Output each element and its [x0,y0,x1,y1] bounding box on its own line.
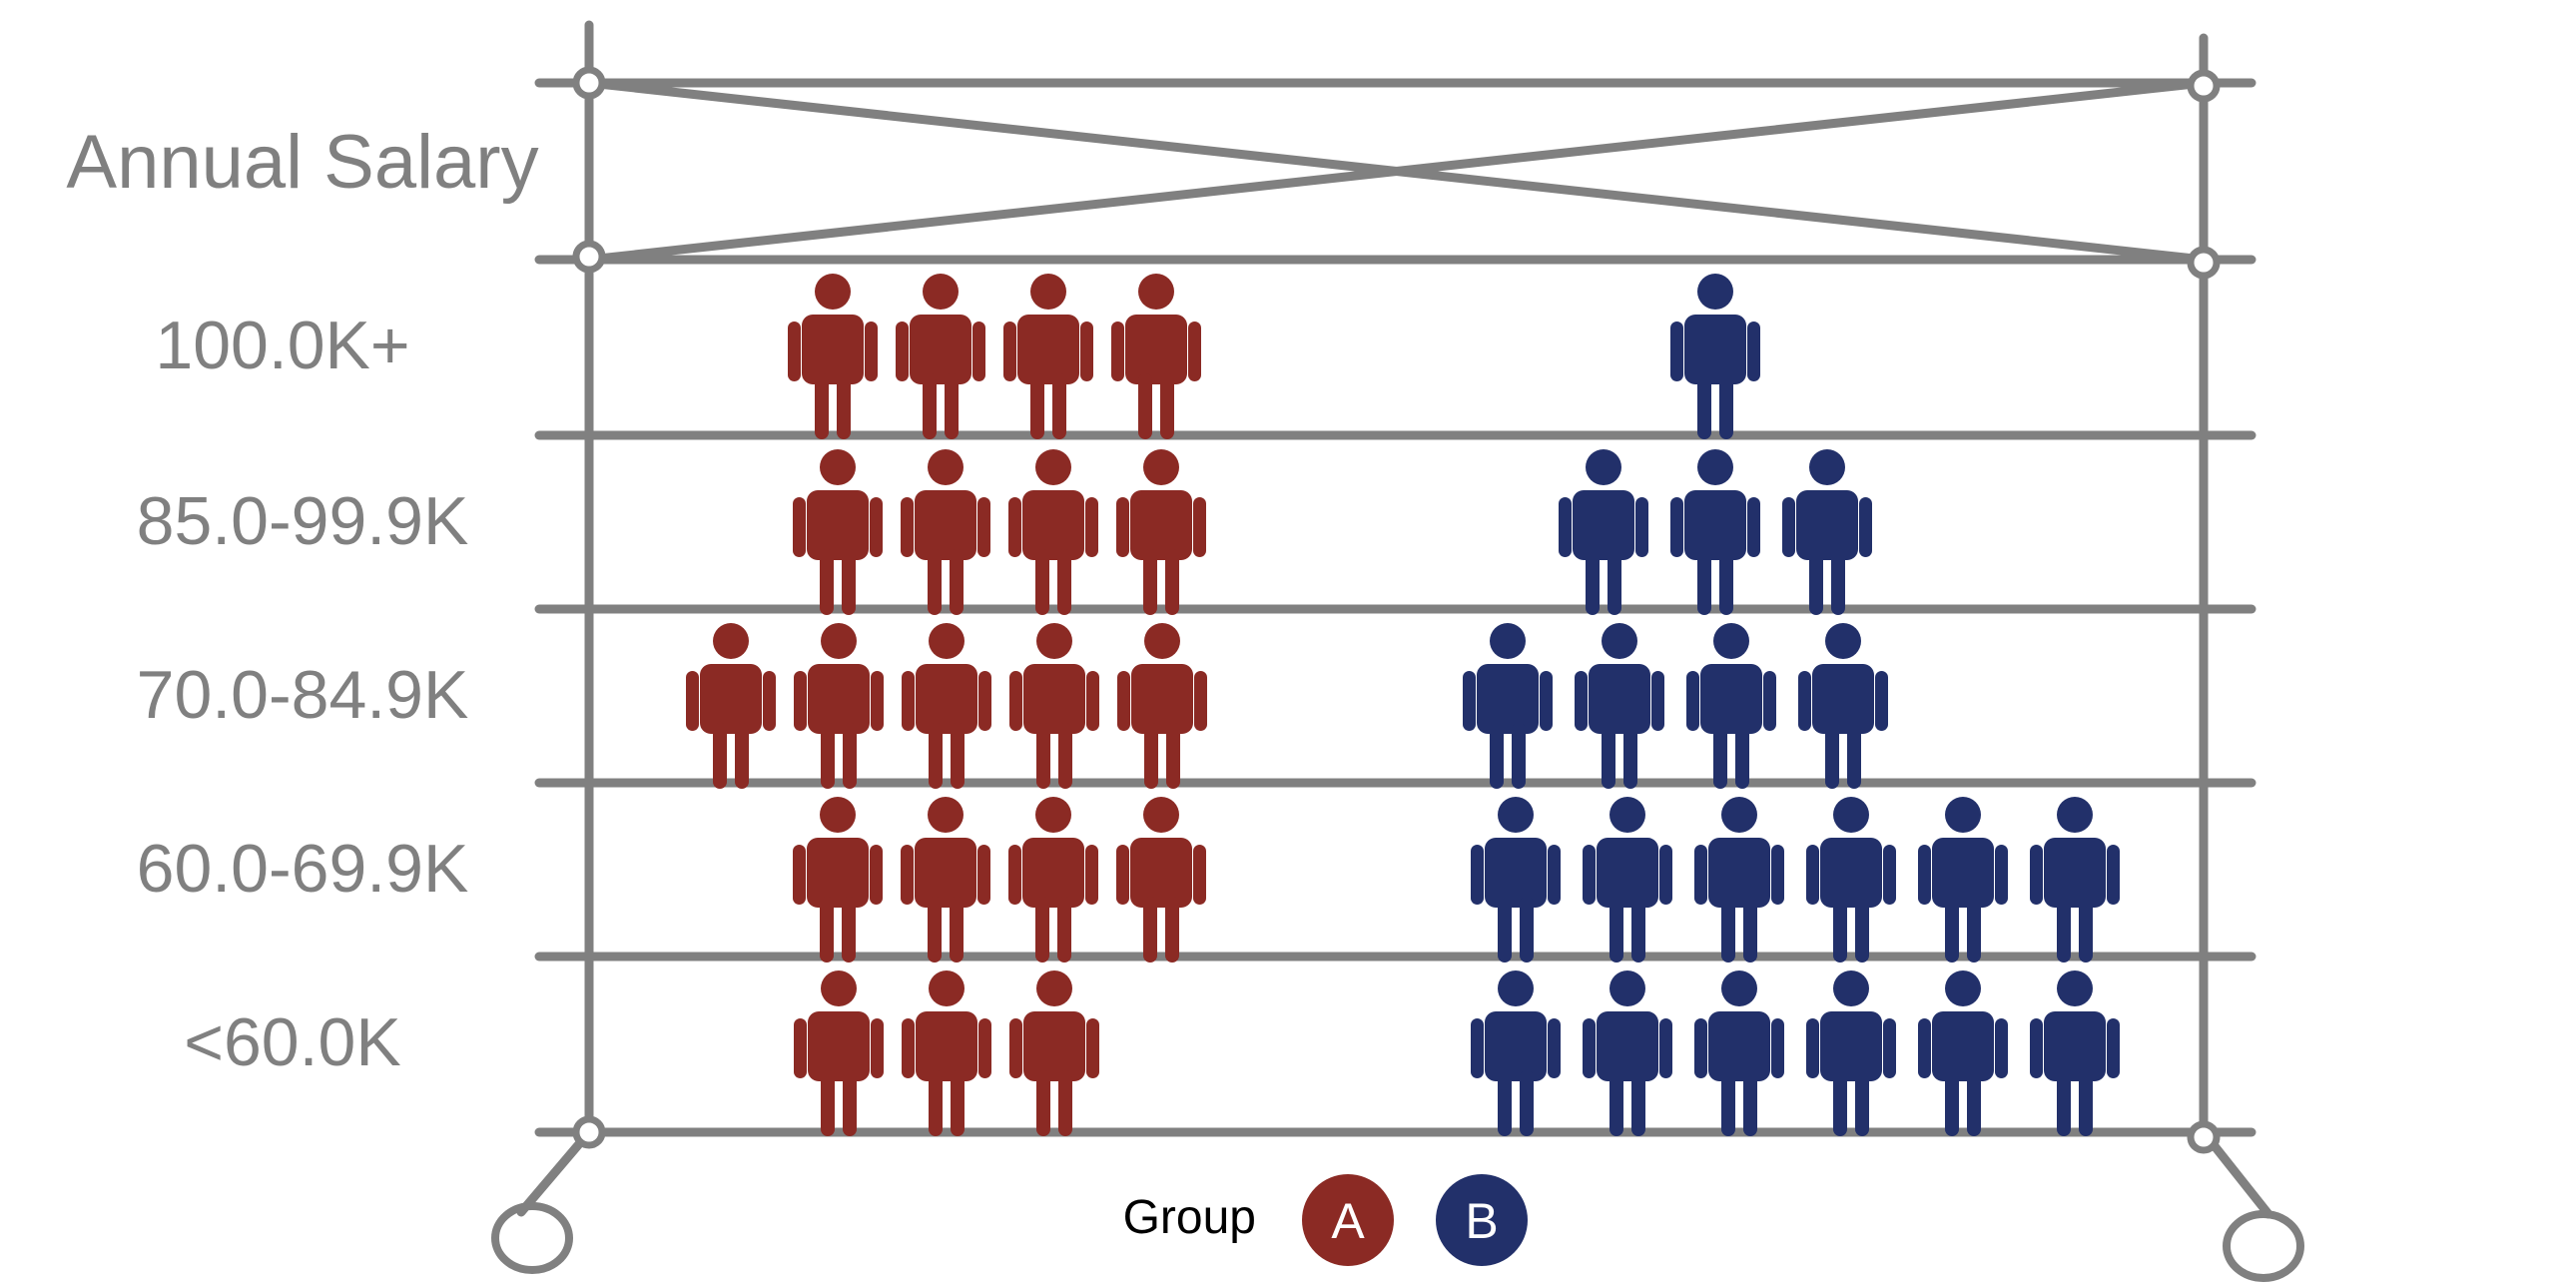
row-label: 60.0-69.9K [137,831,469,907]
person-icon-group-a [901,797,990,963]
person-icon-group-b [1583,970,1672,1136]
legend: Group A B [1123,1174,1528,1266]
person-icon-group-a [1116,449,1206,615]
person-icon-group-a [793,797,883,963]
frame-joint [2187,1120,2221,1154]
person-icon-group-a [902,623,991,789]
person-icon-group-b [1806,970,1896,1136]
person-icon-group-a [686,623,776,789]
person-icon-group-b [1575,623,1664,789]
row-label: 85.0-99.9K [137,483,469,559]
person-icon-group-a [901,449,990,615]
legend-label-b: B [1465,1193,1498,1249]
wheel-right [2223,1210,2304,1282]
frame-leg-left [516,1127,594,1217]
frame-joint [572,1115,606,1149]
person-icon-group-b [1918,970,2008,1136]
legend-label-a: A [1331,1193,1365,1249]
frame-joint [2187,246,2221,280]
frame-joint [572,240,606,274]
person-icon-group-b [2030,970,2120,1136]
person-icon-group-b [1782,449,1872,615]
person-icon-group-a [1008,449,1098,615]
person-icon-group-a [1008,797,1098,963]
row-label: <60.0K [184,1004,400,1080]
legend-swatch-b [1436,1174,1528,1266]
icons [686,274,2120,1136]
frame [491,20,2304,1282]
person-icon-group-b [1463,623,1553,789]
person-icon-group-a [793,449,883,615]
person-icon-group-b [1670,449,1760,615]
person-icon-group-a [1117,623,1207,789]
row-labels: 100.0K+ 85.0-99.9K 70.0-84.9K 60.0-69.9K <60… [137,308,469,1080]
frame-joint [2187,69,2221,103]
person-icon-group-a [1003,274,1093,439]
person-icon-group-a [794,623,884,789]
person-icon-group-a [794,970,884,1136]
person-icon-group-b [1471,797,1561,963]
person-icon-group-b [1559,449,1648,615]
person-icon-group-a [896,274,985,439]
person-icon-group-a [1111,274,1201,439]
frame-joint [572,66,606,100]
person-icon-group-b [1918,797,2008,963]
row-label: 70.0-84.9K [137,657,469,733]
row-label: 100.0K+ [155,308,409,383]
person-icon-group-b [1694,970,1784,1136]
wheel-left [491,1202,573,1274]
chart-title: Annual Salary [66,120,538,205]
person-icon-group-b [2030,797,2120,963]
person-icon-group-b [1798,623,1888,789]
person-icon-group-a [1009,970,1099,1136]
frame-brace [584,78,2209,265]
legend-swatch-a [1302,1174,1394,1266]
person-icon-group-b [1471,970,1561,1136]
legend-title: Group [1123,1191,1256,1244]
person-icon-group-a [902,970,991,1136]
person-icon-group-a [1009,623,1099,789]
person-icon-group-a [1116,797,1206,963]
person-icon-group-b [1670,274,1760,439]
person-icon-group-b [1583,797,1672,963]
person-icon-group-a [788,274,878,439]
person-icon-group-b [1694,797,1784,963]
person-icon-group-b [1686,623,1776,789]
person-icon-group-b [1806,797,1896,963]
